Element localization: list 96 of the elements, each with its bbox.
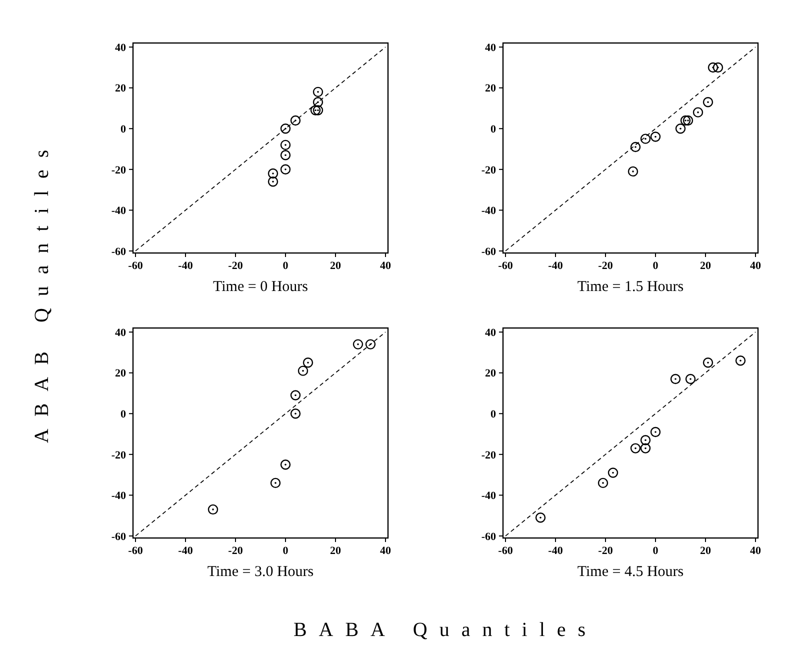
- x-tick-label: 0: [652, 545, 659, 557]
- x-tick-label: -40: [178, 545, 194, 557]
- point: [685, 374, 696, 384]
- y-tick-label: -40: [111, 205, 126, 218]
- x-tick-label: -60: [128, 260, 144, 272]
- point: [312, 97, 324, 108]
- y-tick-label: -60: [111, 530, 126, 543]
- point: [280, 124, 291, 134]
- point: [630, 142, 641, 152]
- point: [628, 166, 638, 177]
- y-tick-label: 0: [490, 123, 496, 136]
- text: BABA Quantiles: [293, 619, 598, 641]
- y-tick-label: 20: [485, 82, 496, 95]
- point: [692, 107, 704, 118]
- point: [312, 105, 324, 116]
- point: [608, 468, 618, 478]
- x-tick-label: 20: [700, 260, 712, 272]
- x-tick-label: 40: [750, 260, 762, 272]
- point: [352, 339, 364, 350]
- point: [598, 478, 608, 488]
- x-tick-label: -40: [548, 545, 564, 557]
- point: [712, 62, 724, 73]
- x-tick-label: 40: [750, 545, 762, 557]
- x-tick-label: 40: [380, 545, 392, 557]
- point: [365, 339, 376, 350]
- x-tick-label: -20: [228, 260, 244, 272]
- point: [290, 390, 301, 400]
- point: [640, 435, 651, 446]
- point: [290, 408, 301, 419]
- y-tick-label: 20: [115, 368, 126, 380]
- point: [268, 168, 278, 179]
- point: [682, 115, 694, 126]
- x-axis-title: Time = 4.5 Hours: [577, 564, 684, 580]
- y-tick-label: 40: [115, 326, 126, 339]
- y-tick-label: -60: [481, 530, 496, 543]
- x-tick-label: 0: [652, 260, 659, 272]
- point: [640, 443, 651, 454]
- x-tick-label: -20: [598, 260, 614, 272]
- y-tick-label: -20: [111, 164, 126, 176]
- x-axis-title: Time = 3.0 Hours: [207, 564, 314, 580]
- y-tick-label: -60: [111, 246, 126, 258]
- y-tick-label: 0: [120, 408, 126, 420]
- point: [298, 366, 308, 376]
- x-tick-label: -40: [548, 260, 564, 272]
- y-axis-title: ABAB Quantiles: [31, 138, 53, 444]
- y-tick-label: 40: [485, 326, 496, 339]
- y-tick-label: 40: [115, 42, 126, 54]
- x-tick-label: -60: [498, 545, 514, 557]
- x-tick-label: 0: [282, 545, 289, 557]
- y-tick-label: -40: [481, 205, 496, 218]
- y-tick-label: -40: [481, 490, 496, 502]
- point: [280, 140, 291, 150]
- y-tick-label: 0: [490, 408, 496, 420]
- x-tick-label: 40: [380, 260, 392, 272]
- y-tick-label: -40: [111, 490, 126, 502]
- point: [640, 134, 651, 144]
- point: [702, 97, 714, 108]
- point: [312, 86, 324, 98]
- point: [735, 356, 746, 366]
- point: [702, 358, 714, 368]
- point: [650, 426, 661, 438]
- y-tick-label: 40: [485, 42, 496, 54]
- x-tick-label: 20: [700, 545, 712, 557]
- y-tick-label: 20: [115, 82, 126, 95]
- point: [708, 62, 718, 73]
- point: [270, 478, 281, 488]
- point: [650, 132, 661, 142]
- point: [675, 124, 686, 134]
- point: [280, 460, 291, 470]
- x-tick-label: -20: [598, 545, 614, 557]
- x-tick-label: 20: [330, 545, 342, 557]
- point: [310, 105, 321, 116]
- point: [280, 164, 291, 175]
- point: [670, 374, 681, 384]
- y-tick-label: -60: [481, 246, 496, 258]
- point: [208, 504, 218, 515]
- y-tick-label: -20: [481, 164, 496, 176]
- x-axis-title: Time = 1.5 Hours: [577, 279, 684, 295]
- x-axis-title: Time = 0 Hours: [212, 279, 308, 295]
- point: [630, 443, 641, 454]
- point: [680, 115, 691, 126]
- x-tick-label: -40: [178, 260, 194, 272]
- point: [268, 176, 278, 187]
- y-tick-label: -20: [111, 449, 126, 462]
- point: [290, 115, 301, 126]
- y-tick-label: 0: [120, 123, 126, 136]
- point: [535, 512, 546, 523]
- x-tick-label: -20: [228, 545, 244, 557]
- x-tick-label: -60: [498, 260, 514, 272]
- point: [302, 358, 314, 368]
- y-tick-label: 20: [485, 368, 496, 380]
- x-tick-label: 20: [330, 260, 342, 272]
- x-tick-label: 0: [282, 260, 289, 272]
- x-tick-label: -60: [128, 545, 144, 557]
- point: [280, 150, 291, 160]
- y-tick-label: -20: [481, 449, 496, 462]
